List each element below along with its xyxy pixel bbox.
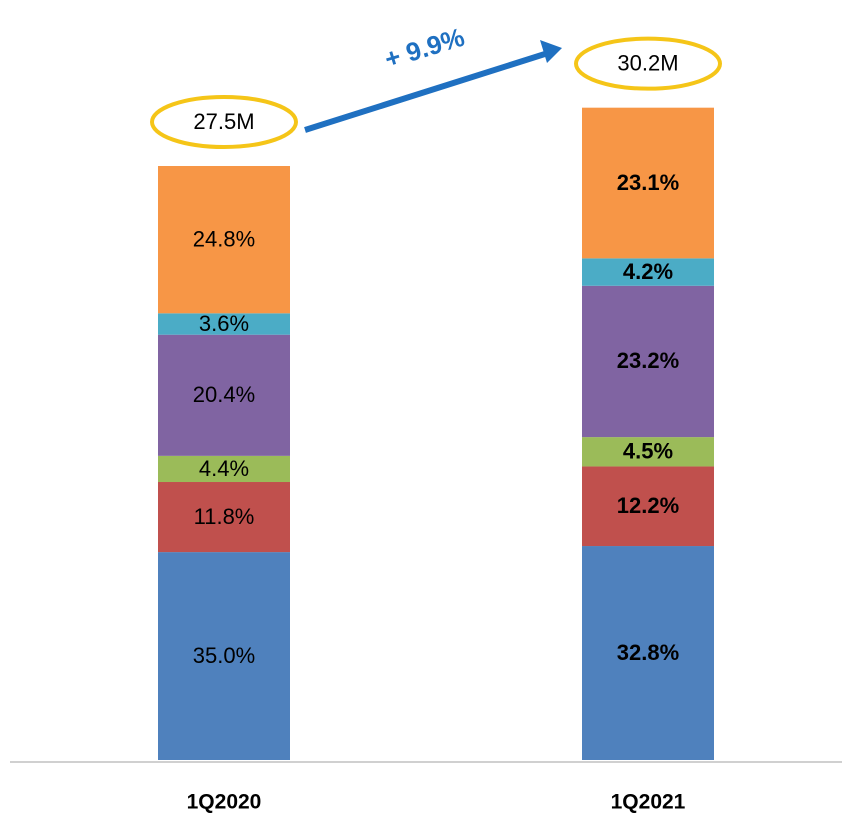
bar-segment xyxy=(582,258,714,286)
total-ring xyxy=(574,36,722,91)
arrow-head xyxy=(540,40,562,63)
total-label: 27.5M xyxy=(193,109,254,134)
bar-segment xyxy=(158,455,290,483)
segment-label: 3.6% xyxy=(199,311,249,336)
bar-segment xyxy=(582,285,714,438)
segment-label: 23.2% xyxy=(617,348,679,373)
segment-label: 35.0% xyxy=(193,643,255,668)
bar-segment xyxy=(582,107,714,259)
bar-segment xyxy=(158,482,290,553)
segment-label: 4.2% xyxy=(623,259,673,284)
growth-arrow xyxy=(304,50,549,133)
bar-segment xyxy=(158,166,290,314)
segment-label: 24.8% xyxy=(193,226,255,251)
growth-label: + 9.9% xyxy=(381,22,468,75)
segment-label: 4.4% xyxy=(199,456,249,481)
segment-label: 20.4% xyxy=(193,382,255,407)
segment-label: 11.8% xyxy=(194,504,255,529)
segment-label: 23.1% xyxy=(617,170,679,195)
x-tick-label: 1Q2021 xyxy=(611,791,686,814)
segment-label: 12.2% xyxy=(617,493,679,518)
segment-label: 4.5% xyxy=(623,439,673,464)
x-tick-label: 1Q2020 xyxy=(187,791,262,814)
bar-segment xyxy=(582,466,714,547)
bar-segment xyxy=(582,546,714,760)
segment-label: 32.8% xyxy=(617,640,679,665)
total-ring xyxy=(150,95,298,149)
bar-segment xyxy=(158,334,290,456)
bar-segment xyxy=(158,313,290,335)
total-label: 30.2M xyxy=(617,50,678,75)
bar-segment xyxy=(158,552,290,760)
bar-segment xyxy=(582,437,714,467)
